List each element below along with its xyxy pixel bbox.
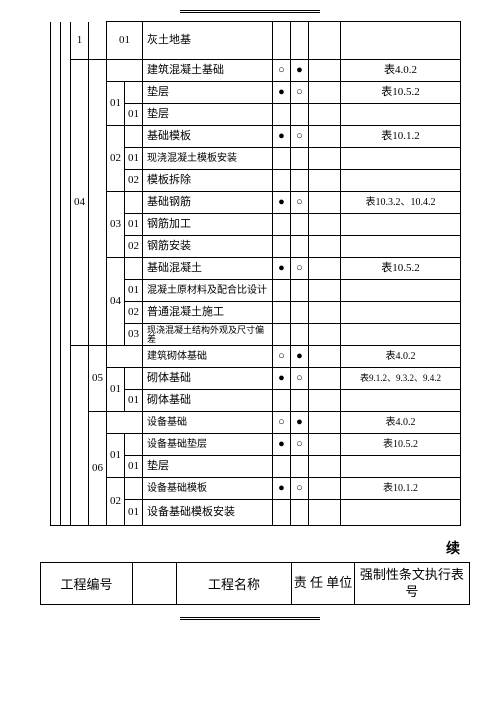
cell-c8-r7: ○ xyxy=(291,192,309,214)
cell-c6-r21: 设备基础模板安装 xyxy=(143,500,273,526)
cell-c8-r2: ○ xyxy=(291,82,309,104)
cell-c8-r17: ● xyxy=(291,412,309,434)
cell-c6-r3: 垫层 xyxy=(143,104,273,126)
cell-c3-r17: 06 xyxy=(89,412,107,526)
cell-c5-r21: 01 xyxy=(125,500,143,526)
cell-c10-r15: 表9.1.2、9.3.2、9.4.2 xyxy=(341,368,461,390)
cell-c8-r4: ○ xyxy=(291,126,309,148)
cell-c7-r2: ● xyxy=(273,82,291,104)
cell-c5-r13: 03 xyxy=(125,324,143,346)
cell-c8-r10: ○ xyxy=(291,258,309,280)
main-table: 1 01 灰土地基 04 建筑混凝土基础 ○ ● 表4.0.2 01 垫层 ● … xyxy=(50,21,461,526)
cell-c6-r20: 设备基础模板 xyxy=(143,478,273,500)
cell-c4-r18: 01 xyxy=(107,434,125,478)
cell-c5-r16: 01 xyxy=(125,390,143,412)
cell-c7-r10: ● xyxy=(273,258,291,280)
cell-c8-r15: ○ xyxy=(291,368,309,390)
cell-c7-r15: ● xyxy=(273,368,291,390)
cell-c7-r18: ● xyxy=(273,434,291,456)
cell-c6-r11: 混凝土原材料及配合比设计 xyxy=(143,280,273,302)
cell-c6-r4: 基础模板 xyxy=(143,126,273,148)
continued-label: 续 xyxy=(0,538,460,558)
cell-c7-r1: ○ xyxy=(273,60,291,82)
cell-c4-r10: 04 xyxy=(107,258,125,346)
cell-c5-r3: 01 xyxy=(125,104,143,126)
cell-c6-r12: 普通混凝土施工 xyxy=(143,302,273,324)
cell-c5-r8: 01 xyxy=(125,214,143,236)
cell-c6-r18: 设备基础垫层 xyxy=(143,434,273,456)
cell-c4-r0: 01 xyxy=(107,22,143,60)
footer-h4: 强制性条文执行表号 xyxy=(354,563,469,605)
footer-h2: 工程名称 xyxy=(177,563,292,605)
footer-table-wrap: 工程编号 工程名称 责 任 单位 强制性条文执行表号 xyxy=(40,562,470,605)
cell-c5-r6: 02 xyxy=(125,170,143,192)
cell-c10-r14: 表4.0.2 xyxy=(341,346,461,368)
cell-c6-r9: 钢筋安装 xyxy=(143,236,273,258)
cell-c7-r17: ○ xyxy=(273,412,291,434)
cell-c5-r9: 02 xyxy=(125,236,143,258)
cell-c4-r7: 03 xyxy=(107,192,125,258)
cell-c6-r14: 建筑砌体基础 xyxy=(143,346,273,368)
footer-table: 工程编号 工程名称 责 任 单位 强制性条文执行表号 xyxy=(40,562,470,605)
cell-c8-r14: ● xyxy=(291,346,309,368)
footer-h3: 责 任 单位 xyxy=(292,563,355,605)
cell-c8-r20: ○ xyxy=(291,478,309,500)
footer-blank xyxy=(133,563,177,605)
cell-c6-r17: 设备基础 xyxy=(143,412,273,434)
cell-c7-r4: ● xyxy=(273,126,291,148)
cell-c4-r4: 02 xyxy=(107,126,125,192)
cell-c5-r11: 01 xyxy=(125,280,143,302)
cell-c10-r17: 表4.0.2 xyxy=(341,412,461,434)
cell-c6-r13: 现浇混凝土结构外观及尺寸偏差 xyxy=(143,324,273,346)
cell-c6-r8: 钢筋加工 xyxy=(143,214,273,236)
cell-c7-r20: ● xyxy=(273,478,291,500)
cell-c10-r18: 表10.5.2 xyxy=(341,434,461,456)
cell-c6-r5: 现浇混凝土模板安装 xyxy=(143,148,273,170)
cell-c6-r0: 灰土地基 xyxy=(143,22,273,60)
cell-c8-r18: ○ xyxy=(291,434,309,456)
cell-c4-r20: 02 xyxy=(107,478,125,526)
cell-c4-r15: 01 xyxy=(107,368,125,412)
cell-c5-r5: 01 xyxy=(125,148,143,170)
cell-c8-r1: ● xyxy=(291,60,309,82)
cell-c10-r10: 表10.5.2 xyxy=(341,258,461,280)
cell-c10-r2: 表10.5.2 xyxy=(341,82,461,104)
cell-c6-r16: 砌体基础 xyxy=(143,390,273,412)
cell-c6-r6: 模板拆除 xyxy=(143,170,273,192)
cell-c10-r1: 表4.0.2 xyxy=(341,60,461,82)
cell-c3-r14: 05 xyxy=(89,346,107,412)
main-table-wrap: 1 01 灰土地基 04 建筑混凝土基础 ○ ● 表4.0.2 01 垫层 ● … xyxy=(50,21,460,526)
cell-c6-r10: 基础混凝土 xyxy=(143,258,273,280)
cell-c4-r2: 01 xyxy=(107,82,125,126)
footer-h0: 工程编号 xyxy=(41,563,133,605)
cell-c10-r4: 表10.1.2 xyxy=(341,126,461,148)
cell-c5-r12: 02 xyxy=(125,302,143,324)
cell-c5-r19: 01 xyxy=(125,456,143,478)
cell-c6-r15: 砌体基础 xyxy=(143,368,273,390)
cell-c6-r1: 建筑混凝土基础 xyxy=(143,60,273,82)
cell-c10-r20: 表10.1.2 xyxy=(341,478,461,500)
cell-c7-r14: ○ xyxy=(273,346,291,368)
cell-c6-r19: 垫层 xyxy=(143,456,273,478)
cell-c7-r7: ● xyxy=(273,192,291,214)
cell-c10-r7: 表10.3.2、10.4.2 xyxy=(341,192,461,214)
cell-c2-r0: 1 xyxy=(71,22,89,60)
cell-c6-r7: 基础钢筋 xyxy=(143,192,273,214)
cell-c6-r2: 垫层 xyxy=(143,82,273,104)
cell-c2-04: 04 xyxy=(71,60,89,346)
